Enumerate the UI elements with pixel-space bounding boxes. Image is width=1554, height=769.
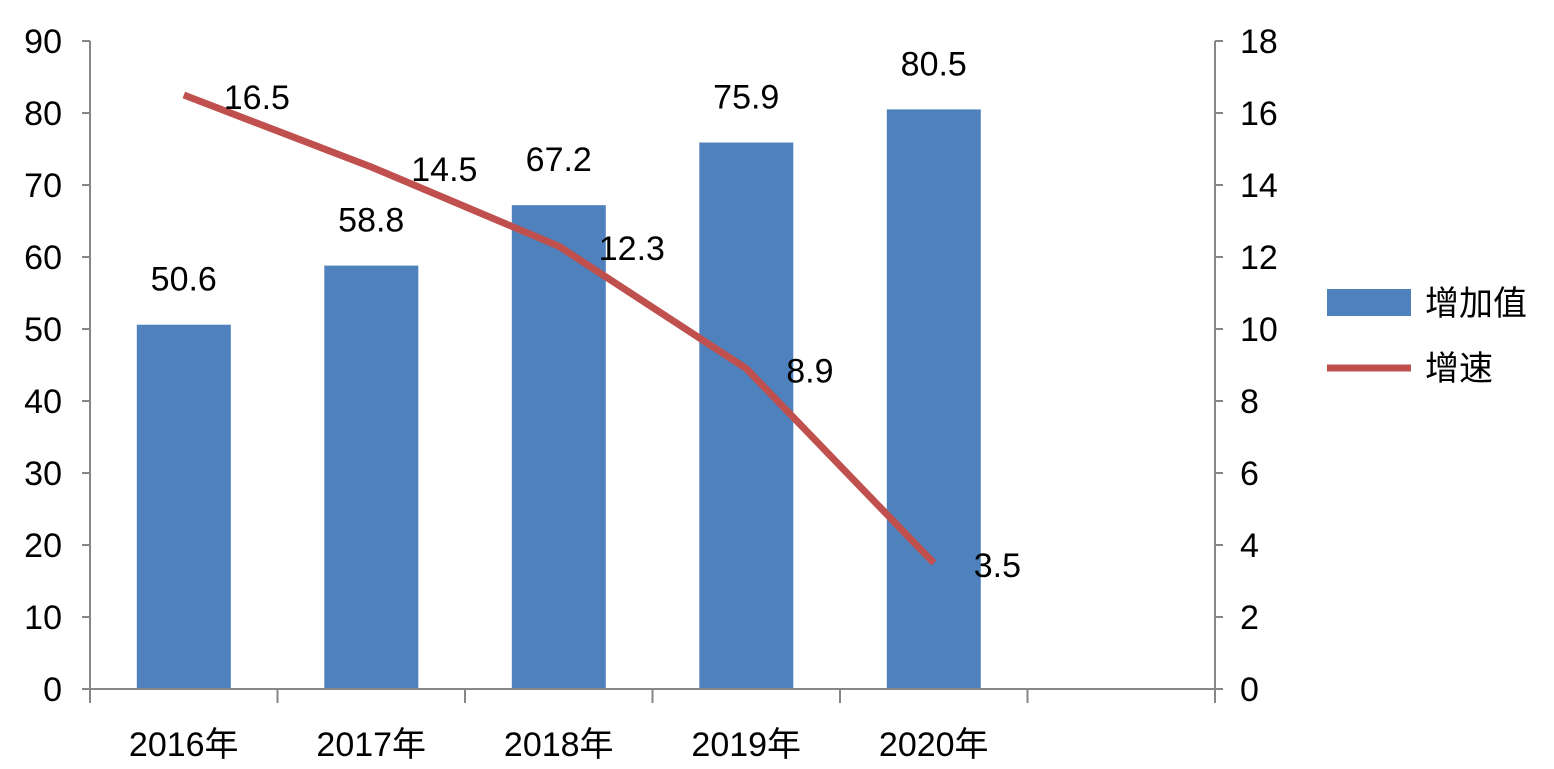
left-tick-label: 90: [24, 23, 62, 61]
bar-value-label: 58.8: [338, 202, 404, 240]
line-value-label: 3.5: [974, 547, 1021, 585]
category-label: 2016年: [129, 726, 239, 764]
bar-value-label: 67.2: [526, 141, 592, 179]
growth-line: [182, 91, 937, 566]
bar-5: [886, 109, 981, 689]
bar-value-label: 80.5: [901, 45, 967, 83]
bar-1: [136, 324, 231, 689]
legend-label-line: 增速: [1425, 350, 1493, 388]
right-tick-label: 4: [1240, 527, 1259, 565]
right-tick-label: 10: [1240, 311, 1278, 349]
bar-3: [511, 205, 606, 689]
legend-swatch-bar: [1327, 289, 1411, 316]
category-label: 2019年: [691, 726, 801, 764]
left-tick-label: 50: [24, 311, 62, 349]
legend-label-bar: 增加值: [1425, 285, 1527, 323]
right-tick-label: 8: [1240, 383, 1259, 421]
line-series-group: [182, 91, 937, 566]
bar-value-label: 75.9: [713, 79, 779, 117]
left-tick-label: 80: [24, 95, 62, 133]
category-label: 2018年: [504, 726, 614, 764]
right-tick-label: 16: [1240, 95, 1278, 133]
left-tick-label: 60: [24, 239, 62, 277]
left-tick-label: 30: [24, 455, 62, 493]
left-tick-label: 0: [43, 671, 62, 709]
left-tick-label: 70: [24, 167, 62, 205]
left-tick-label: 40: [24, 383, 62, 421]
line-value-label: 8.9: [786, 353, 833, 391]
category-label: 2017年: [316, 726, 426, 764]
right-tick-label: 12: [1240, 239, 1278, 277]
bar-series-group: [136, 109, 981, 689]
right-tick-label: 18: [1240, 23, 1278, 61]
line-value-label: 12.3: [599, 230, 665, 268]
axes-group: 0 10 20 30 40 50 60 70 80 90 0 2 4 6 8 10 12 14 16 18 2016年 2…: [24, 23, 1278, 764]
left-tick-label: 20: [24, 527, 62, 565]
right-tick-label: 2: [1240, 599, 1259, 637]
data-labels-group: 50.6 58.8 67.2 75.9 80.5 16.5 14.5 12.3 8.9 3.5: [151, 45, 1021, 585]
right-tick-label: 0: [1240, 671, 1259, 709]
right-tick-label: 6: [1240, 455, 1259, 493]
line-value-label: 16.5: [224, 79, 290, 117]
bar-4: [699, 142, 794, 689]
category-label: 2020年: [879, 726, 989, 764]
line-value-label: 14.5: [411, 151, 477, 189]
right-tick-label: 14: [1240, 167, 1278, 205]
bar-value-label: 50.6: [151, 261, 217, 299]
left-tick-label: 10: [24, 599, 62, 637]
bar-2: [324, 265, 419, 689]
